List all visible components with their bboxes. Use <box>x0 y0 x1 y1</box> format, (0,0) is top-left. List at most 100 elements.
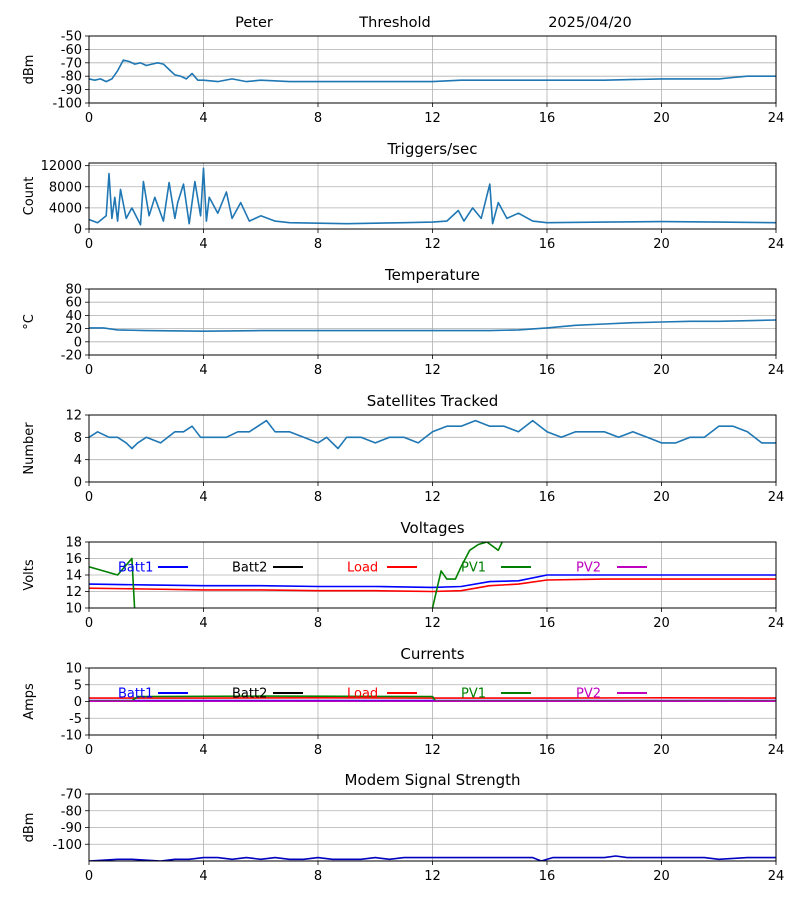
legend-label: PV1 <box>461 687 486 702</box>
x-tick-label: 8 <box>314 743 322 758</box>
x-tick-label: 20 <box>653 743 670 758</box>
y-tick-label: 12000 <box>41 159 82 174</box>
x-tick-label: 0 <box>85 490 93 505</box>
legend-label: Batt1 <box>118 687 153 702</box>
y-tick-label: 80 <box>65 283 82 298</box>
y-tick-label: 0 <box>74 695 82 710</box>
x-tick-label: 0 <box>85 743 93 758</box>
y-tick-label: 16 <box>65 552 82 567</box>
y-tick-label: 18 <box>65 536 82 551</box>
legend-label: PV2 <box>576 687 601 702</box>
y-tick-label: -100 <box>52 97 82 112</box>
y-tick-label: -60 <box>61 43 82 58</box>
x-tick-label: 20 <box>653 363 670 378</box>
x-tick-label: 20 <box>653 616 670 631</box>
x-tick-label: 4 <box>199 869 207 884</box>
x-tick-label: 8 <box>314 237 322 252</box>
x-tick-label: 4 <box>199 490 207 505</box>
x-tick-label: 24 <box>768 237 785 252</box>
x-tick-label: 16 <box>539 363 556 378</box>
x-tick-label: 8 <box>314 616 322 631</box>
header-subtitle: Threshold <box>358 15 430 31</box>
y-tick-label: 20 <box>65 322 82 337</box>
x-tick-label: 20 <box>653 111 670 126</box>
y-tick-label: 8000 <box>49 180 82 195</box>
x-tick-label: 4 <box>199 616 207 631</box>
x-tick-label: 12 <box>424 363 441 378</box>
y-tick-label: 14 <box>65 569 82 584</box>
y-tick-label: -80 <box>61 70 82 85</box>
y-axis-label: °C <box>22 314 37 330</box>
y-tick-label: -80 <box>61 804 82 819</box>
y-tick-label: 4000 <box>49 201 82 216</box>
x-tick-label: 0 <box>85 237 93 252</box>
chart-title: Satellites Tracked <box>367 392 498 410</box>
x-tick-label: 0 <box>85 111 93 126</box>
x-tick-label: 12 <box>424 869 441 884</box>
y-tick-label: 10 <box>65 602 82 617</box>
legend-label: Batt2 <box>232 561 267 576</box>
chart-title: Voltages <box>400 519 464 537</box>
x-tick-label: 4 <box>199 743 207 758</box>
x-tick-label: 24 <box>768 616 785 631</box>
y-tick-label: -100 <box>52 838 82 853</box>
y-axis-label: Count <box>22 177 37 216</box>
y-tick-label: 60 <box>65 296 82 311</box>
x-tick-label: 20 <box>653 490 670 505</box>
y-tick-label: 0 <box>74 223 82 238</box>
y-tick-label: 5 <box>74 678 82 693</box>
header-date: 2025/04/20 <box>548 15 632 31</box>
x-tick-label: 24 <box>768 490 785 505</box>
y-tick-label: -10 <box>61 729 82 744</box>
x-tick-label: 16 <box>539 743 556 758</box>
x-tick-label: 16 <box>539 616 556 631</box>
y-tick-label: 40 <box>65 309 82 324</box>
y-tick-label: -90 <box>61 83 82 98</box>
x-tick-label: 16 <box>539 869 556 884</box>
y-tick-label: -90 <box>61 821 82 836</box>
legend-label: Load <box>347 561 378 576</box>
x-tick-label: 4 <box>199 363 207 378</box>
x-tick-label: 12 <box>424 616 441 631</box>
x-tick-label: 16 <box>539 111 556 126</box>
x-tick-label: 0 <box>85 616 93 631</box>
y-axis-label: dBm <box>22 813 37 843</box>
legend-label: Batt2 <box>232 687 267 702</box>
header-name: Peter <box>235 15 273 31</box>
x-tick-label: 8 <box>314 111 322 126</box>
legend-label: PV1 <box>461 561 486 576</box>
y-tick-label: 10 <box>65 662 82 677</box>
y-axis-label: dBm <box>22 55 37 85</box>
legend-label: PV2 <box>576 561 601 576</box>
x-tick-label: 12 <box>424 490 441 505</box>
y-axis-label: Amps <box>22 683 37 720</box>
y-tick-label: -70 <box>61 56 82 71</box>
x-tick-label: 8 <box>314 490 322 505</box>
y-tick-label: -20 <box>61 349 82 364</box>
legend-label: Batt1 <box>118 561 153 576</box>
chart-title: Temperature <box>384 266 480 284</box>
y-tick-label: 12 <box>65 409 82 424</box>
y-tick-label: -5 <box>69 712 82 727</box>
chart-title: Triggers/sec <box>387 140 478 158</box>
x-tick-label: 24 <box>768 111 785 126</box>
x-tick-label: 20 <box>653 869 670 884</box>
y-tick-label: 4 <box>74 453 82 468</box>
chart-title: Modem Signal Strength <box>345 771 521 789</box>
x-tick-label: 16 <box>539 490 556 505</box>
x-tick-label: 20 <box>653 237 670 252</box>
legend-label: Load <box>347 687 378 702</box>
x-tick-label: 8 <box>314 363 322 378</box>
x-tick-label: 12 <box>424 237 441 252</box>
y-axis-label: Number <box>22 422 37 475</box>
x-tick-label: 24 <box>768 363 785 378</box>
y-tick-label: -70 <box>61 788 82 803</box>
y-tick-label: 12 <box>65 585 82 600</box>
y-tick-label: 0 <box>74 335 82 350</box>
x-tick-label: 0 <box>85 869 93 884</box>
x-tick-label: 4 <box>199 237 207 252</box>
y-axis-label: Volts <box>22 559 37 591</box>
x-tick-label: 0 <box>85 363 93 378</box>
